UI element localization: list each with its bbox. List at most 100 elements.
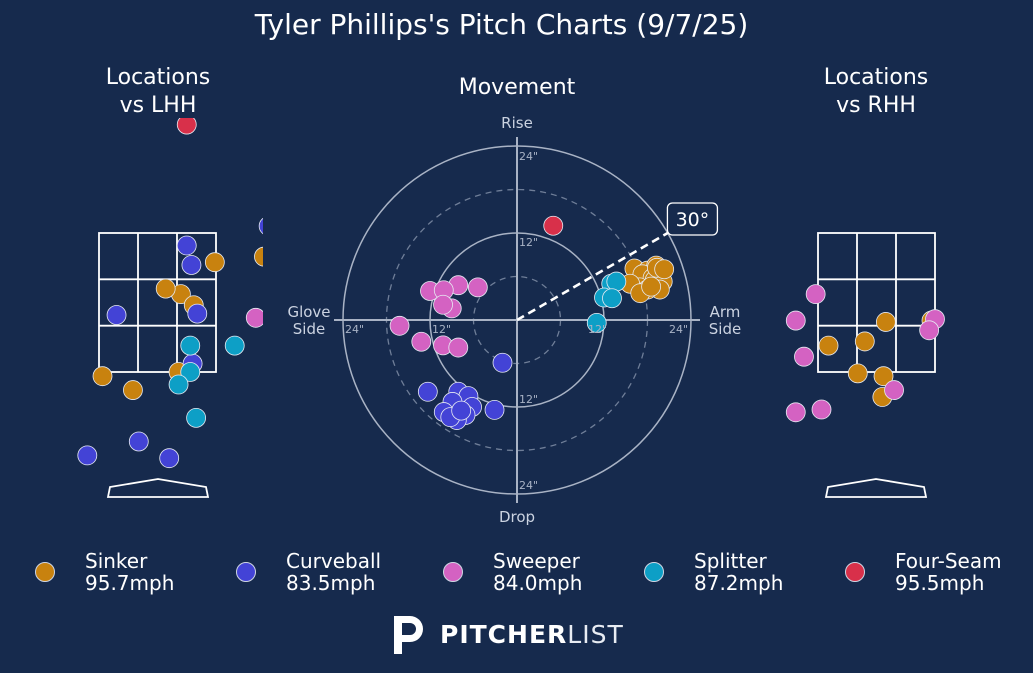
movement-pitch-four-seam	[543, 215, 564, 236]
movement-pitch-curveball	[492, 352, 513, 373]
legend-pitch-velo: 87.2mph	[694, 571, 784, 595]
lhh-pitch-curveball	[181, 255, 202, 275]
movement-label-drop: Drop	[499, 508, 535, 526]
legend-label: Sinker 95.7mph	[85, 550, 174, 594]
lhh-pitch-curveball	[159, 448, 180, 469]
legend-pitch-velo: 95.5mph	[895, 571, 985, 595]
legend-pitch-velo: 83.5mph	[286, 571, 376, 595]
lhh-pitch-splitter	[180, 335, 201, 356]
lhh-pitch-sweeper	[245, 307, 263, 328]
movement-label-arm-line2: Side	[709, 320, 741, 338]
lhh-pitch-curveball	[187, 303, 208, 324]
lhh-pitch-splitter	[168, 374, 189, 395]
rhh-pitches	[785, 284, 945, 423]
legend-item-sweeper: Sweeper 84.0mph	[443, 550, 582, 594]
movement-pitch-sweeper	[411, 331, 432, 352]
movement-pitch-splitter	[606, 271, 627, 292]
movement-pitch-sweeper	[433, 294, 453, 315]
movement-panel-title: Movement	[458, 75, 576, 100]
arm-angle-line	[516, 230, 671, 322]
movement-pitch-sinker	[641, 276, 662, 297]
lhh-pitch-curveball	[77, 445, 98, 466]
legend-item-curveball: Curveball 83.5mph	[236, 550, 381, 594]
logo-bold-text: PITCHER	[440, 619, 568, 649]
pitcherlist-logo-icon	[394, 616, 423, 654]
lhh-strike-zone-border	[98, 232, 217, 373]
lhh-pitch-splitter	[186, 407, 207, 428]
movement-label-glove-line1: Glove	[287, 303, 330, 321]
rhh-pitch-sweeper	[785, 310, 806, 331]
lhh-pitch-splitter	[180, 362, 201, 382]
ring-label-24-bottom: 24"	[519, 479, 538, 492]
ring-label-12-bottom: 12"	[519, 393, 538, 406]
movement-pitch-sweeper	[467, 277, 488, 298]
movement-label-arm-line1: Arm	[710, 303, 741, 321]
lhh-panel-title: Locations vs LHH	[105, 65, 211, 118]
lhh-strike-zone	[98, 232, 217, 373]
legend-label: Four-Seam 95.5mph	[895, 550, 1002, 594]
logo-light-text: LIST	[567, 619, 624, 649]
movement-panel	[334, 137, 719, 503]
legend-pitch-name: Four-Seam	[895, 549, 1002, 573]
legend-pitch-velo: 95.7mph	[85, 571, 175, 595]
legend-pitch-name: Splitter	[694, 549, 767, 573]
lhh-pitch-sinker	[204, 252, 225, 273]
ring-label-24-top: 24"	[519, 150, 538, 163]
lhh-pitches	[77, 118, 263, 469]
movement-pitches	[389, 215, 675, 430]
rhh-pitch-sweeper	[811, 399, 832, 420]
rhh-location-panel	[785, 232, 945, 498]
lhh-pitch-four-seam	[176, 118, 197, 135]
legend-pitch-name: Sinker	[85, 549, 148, 573]
legend: Sinker 95.7mph Curveball 83.5mph Sweeper 84.0…	[0, 550, 1033, 610]
lhh-pitch-splitter	[224, 335, 245, 356]
rhh-pitch-sweeper	[919, 320, 940, 341]
legend-label: Curveball 83.5mph	[286, 550, 381, 594]
movement-pitch-curveball	[417, 381, 438, 402]
legend-label: Sweeper 84.0mph	[493, 550, 582, 594]
lhh-pitch-sinker	[92, 366, 113, 387]
rhh-pitch-sinker	[873, 366, 894, 387]
rhh-pitch-sweeper	[884, 380, 904, 400]
movement-pitch-splitter	[586, 312, 607, 333]
rhh-pitch-sweeper	[785, 402, 806, 423]
movement-label-glove-line2: Side	[293, 320, 325, 338]
movement-pitch-curveball	[451, 400, 472, 421]
arm-angle-badge	[666, 202, 719, 236]
lhh-pitch-sinker	[155, 278, 176, 299]
lhh-pitch-curveball	[106, 305, 127, 325]
legend-item-sinker: Sinker 95.7mph	[35, 550, 174, 594]
legend-item-splitter: Splitter 87.2mph	[644, 550, 783, 594]
movement-pitch-sinker	[654, 259, 675, 280]
rhh-pitch-sweeper	[805, 284, 826, 305]
chart-title: Tyler Phillips's Pitch Charts (9/7/25)	[254, 8, 749, 41]
rhh-pitch-sinker	[854, 331, 875, 352]
arm-angle-label: 30°	[676, 209, 710, 231]
movement-pitch-splitter	[602, 288, 622, 309]
rhh-pitch-sinker	[875, 312, 896, 332]
movement-pitch-sweeper	[448, 337, 469, 358]
lhh-home-plate	[106, 478, 210, 498]
legend-swatch	[644, 562, 664, 582]
movement-pitch-sweeper	[389, 315, 410, 336]
legend-pitch-name: Sweeper	[493, 549, 580, 573]
legend-item-four-seam: Four-Seam 95.5mph	[845, 550, 1002, 594]
rhh-pitch-sinker	[847, 363, 868, 384]
ring-label-12-left: 12"	[432, 323, 451, 336]
lhh-pitch-curveball	[258, 217, 263, 235]
legend-label: Splitter 87.2mph	[694, 550, 783, 594]
lhh-pitch-sinker	[254, 246, 263, 267]
lhh-pitch-sinker	[123, 380, 143, 400]
rhh-panel-title: Locations vs RHH	[823, 65, 929, 118]
legend-pitch-velo: 84.0mph	[493, 571, 583, 595]
ring-label-24-right: 24"	[669, 323, 688, 336]
rhh-pitch-sweeper	[794, 346, 814, 367]
movement-label-rise: Rise	[501, 114, 533, 132]
ring-label-12-top: 12"	[519, 236, 538, 249]
legend-swatch	[443, 562, 463, 582]
pitcherlist-logo: PITCHERLIST	[388, 612, 624, 656]
ring-label-24-left: 24"	[345, 323, 364, 336]
lhh-location-panel	[77, 118, 263, 498]
movement-pitch-curveball	[484, 399, 505, 420]
